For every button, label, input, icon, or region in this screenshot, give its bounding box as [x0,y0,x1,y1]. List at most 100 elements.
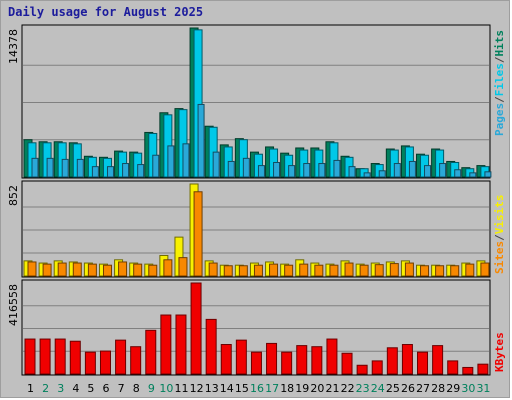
bar-pages-25 [393,163,401,178]
bar-sites-30 [465,263,475,277]
bar-kbytes-23 [356,364,368,375]
bar-sites-27 [420,265,430,277]
bar-kbytes-27 [417,351,429,375]
bar-kbytes-18 [281,351,293,375]
legend-kbytes: KBytes [493,332,506,372]
bar-sites-14 [223,265,233,277]
bar-kbytes-14 [220,344,232,375]
bar-pages-30 [469,172,477,178]
bar-kbytes-8 [130,346,142,375]
bar-kbytes-12 [190,282,202,375]
bar-pages-24 [378,170,386,178]
bar-sites-5 [87,263,97,277]
bar-pages-4 [76,158,84,178]
bar-pages-15 [242,157,250,178]
x-tick-label-12: 12 [190,382,204,395]
bar-kbytes-20 [311,346,323,375]
bar-sites-16 [253,264,263,277]
bar-sites-13 [208,262,218,277]
bar-kbytes-9 [145,329,157,375]
bar-pages-9 [152,154,160,178]
bar-pages-3 [61,158,69,178]
bar-pages-1 [31,157,39,178]
bar-kbytes-10 [160,314,172,375]
bar-kbytes-4 [69,340,81,375]
chart-panel-2: 852 Sites/Visits [7,180,506,278]
bar-sites-2 [42,263,52,277]
x-tick-label-25: 25 [386,382,400,395]
legend-slash: / [493,96,506,103]
bar-kbytes-11 [175,314,187,375]
bar-sites-15 [238,265,248,277]
bar-sites-28 [435,265,445,277]
bar-pages-7 [122,163,130,178]
bar-pages-11 [182,143,190,178]
bar-pages-8 [137,164,145,178]
bar-sites-8 [133,263,143,277]
x-tick-label-1: 1 [27,382,34,395]
x-tick-label-23: 23 [356,382,370,395]
bar-sites-26 [404,262,414,277]
chart-title: Daily usage for August 2025 [8,5,204,19]
bar-sites-29 [450,265,460,277]
bar-kbytes-29 [447,360,459,375]
bar-pages-31 [484,171,492,178]
bar-kbytes-5 [84,351,96,375]
x-tick-label-26: 26 [401,382,415,395]
x-tick-label-21: 21 [325,382,339,395]
bar-sites-19 [299,263,309,277]
bar-kbytes-2 [39,338,51,375]
bar-pages-5 [91,166,99,178]
x-tick-label-28: 28 [431,382,445,395]
x-tick-label-22: 22 [341,382,355,395]
bar-kbytes-15 [235,339,247,375]
chart-panel-3: 416558 KBytes [7,279,506,376]
x-tick-label-9: 9 [148,382,155,395]
x-tick-label-27: 27 [416,382,430,395]
bar-pages-6 [106,166,114,178]
legend-slash: / [493,234,506,241]
x-tick-label-16: 16 [250,382,264,395]
x-tick-label-2: 2 [42,382,49,395]
bar-sites-7 [118,261,128,277]
legend-visits: Visits [493,195,506,235]
x-tick-label-7: 7 [118,382,125,395]
bar-kbytes-31 [477,363,489,375]
bar-kbytes-16 [250,351,262,375]
bar-kbytes-1 [24,338,36,375]
x-tick-label-15: 15 [235,382,249,395]
legend-slash: / [493,56,506,63]
bar-kbytes-7 [115,339,127,375]
x-tick-label-3: 3 [57,382,64,395]
bar-sites-11 [178,257,188,277]
x-tick-label-10: 10 [159,382,173,395]
legend: KBytes [493,332,506,372]
y-tick-label: 852 [7,185,20,206]
y-tick-label: 14378 [7,29,20,64]
bar-kbytes-19 [296,345,308,375]
bar-kbytes-6 [99,350,111,375]
x-tick-label-6: 6 [103,382,110,395]
bar-sites-20 [314,264,324,277]
bar-sites-31 [480,262,490,277]
x-tick-label-4: 4 [72,382,79,395]
bar-sites-25 [389,263,399,277]
bar-sites-24 [374,264,384,277]
bar-kbytes-17 [266,342,278,375]
bar-sites-6 [102,264,112,277]
x-tick-label-19: 19 [295,382,309,395]
x-tick-label-11: 11 [175,382,189,395]
x-tick-label-24: 24 [371,382,385,395]
bar-kbytes-30 [462,366,474,375]
x-tick-label-8: 8 [133,382,140,395]
bar-sites-3 [57,262,67,277]
bar-sites-12 [193,191,203,277]
x-tick-label-14: 14 [220,382,234,395]
legend-hits: Hits [493,30,506,57]
bar-pages-16 [257,165,265,178]
bar-kbytes-3 [54,338,66,375]
x-tick-label-29: 29 [446,382,460,395]
